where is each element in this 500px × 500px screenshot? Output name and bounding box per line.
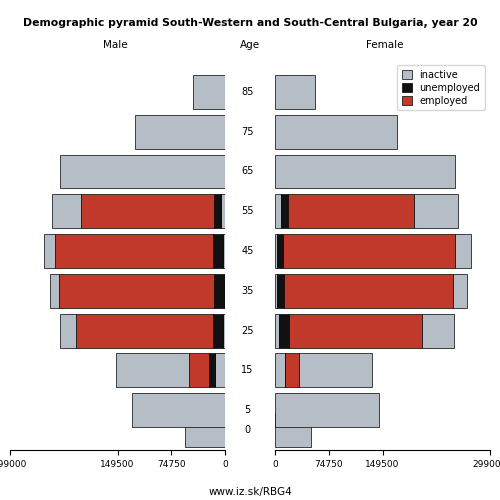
Text: Age: Age xyxy=(240,40,260,50)
Text: 25: 25 xyxy=(241,326,254,336)
Bar xyxy=(210,354,215,388)
Bar xyxy=(44,234,55,268)
Text: Demographic pyramid South-Western and South-Central Bulgaria, year 20: Demographic pyramid South-Western and So… xyxy=(22,18,477,28)
Text: 65: 65 xyxy=(242,166,254,176)
Bar xyxy=(214,194,221,228)
Text: 45: 45 xyxy=(242,246,254,256)
Bar xyxy=(224,234,225,268)
Bar xyxy=(214,274,224,308)
Bar xyxy=(422,314,454,348)
Bar xyxy=(275,274,277,308)
Bar xyxy=(414,194,459,228)
Bar xyxy=(275,234,277,268)
Bar xyxy=(284,274,453,308)
Bar xyxy=(132,394,225,427)
Bar xyxy=(456,234,471,268)
Bar xyxy=(300,354,372,388)
Bar xyxy=(281,194,288,228)
Bar xyxy=(275,194,281,228)
Bar xyxy=(215,354,225,388)
Bar xyxy=(186,413,225,447)
Bar xyxy=(275,114,397,148)
Text: 85: 85 xyxy=(242,87,254,97)
Bar xyxy=(275,394,380,427)
Bar xyxy=(288,194,414,228)
Text: 75: 75 xyxy=(241,126,254,136)
Text: 5: 5 xyxy=(244,405,250,415)
Bar xyxy=(135,114,225,148)
Bar xyxy=(116,354,189,388)
Bar xyxy=(283,234,456,268)
Bar xyxy=(50,274,59,308)
Bar xyxy=(213,314,223,348)
Bar xyxy=(52,194,81,228)
Bar xyxy=(60,314,76,348)
Bar xyxy=(192,75,225,109)
Bar xyxy=(275,314,280,348)
Bar xyxy=(275,413,311,447)
Bar xyxy=(60,154,225,188)
Bar xyxy=(76,314,213,348)
Text: Male: Male xyxy=(102,40,128,50)
Bar xyxy=(275,354,285,388)
Text: 0: 0 xyxy=(244,425,250,435)
Text: 35: 35 xyxy=(242,286,254,296)
Text: 55: 55 xyxy=(241,206,254,216)
Text: Female: Female xyxy=(366,40,404,50)
Text: www.iz.sk/RBG4: www.iz.sk/RBG4 xyxy=(208,487,292,497)
Text: 15: 15 xyxy=(242,366,254,376)
Bar xyxy=(280,314,289,348)
Legend: inactive, unemployed, employed: inactive, unemployed, employed xyxy=(397,65,485,110)
Bar xyxy=(189,354,210,388)
Bar xyxy=(277,274,284,308)
Bar xyxy=(224,274,225,308)
Bar xyxy=(277,234,283,268)
Bar xyxy=(285,354,300,388)
Bar xyxy=(290,314,422,348)
Bar xyxy=(214,234,224,268)
Bar xyxy=(55,234,214,268)
Bar xyxy=(223,314,225,348)
Bar xyxy=(275,75,314,109)
Bar xyxy=(221,194,225,228)
Bar xyxy=(81,194,214,228)
Bar xyxy=(275,154,455,188)
Bar xyxy=(59,274,214,308)
Bar xyxy=(453,274,467,308)
